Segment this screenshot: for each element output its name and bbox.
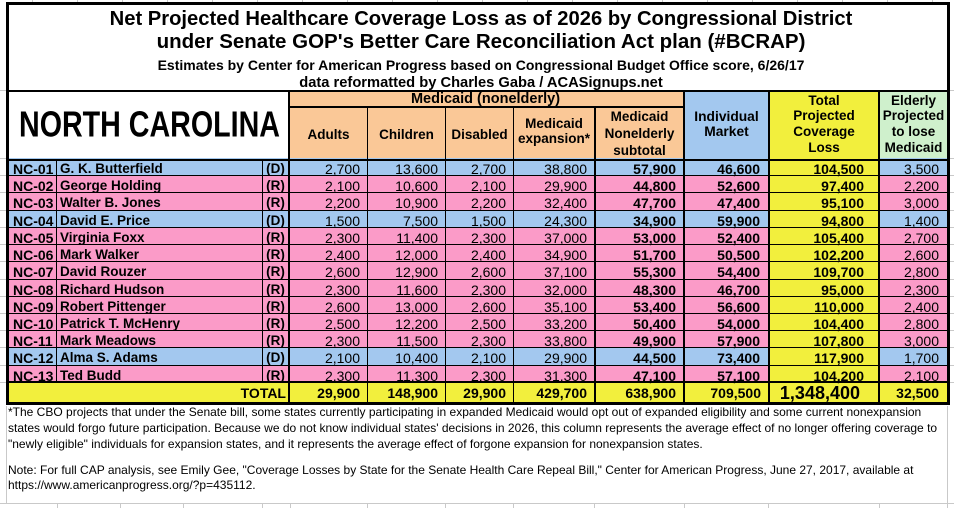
svg-text:NORTH CAROLINA: NORTH CAROLINA	[19, 106, 280, 145]
